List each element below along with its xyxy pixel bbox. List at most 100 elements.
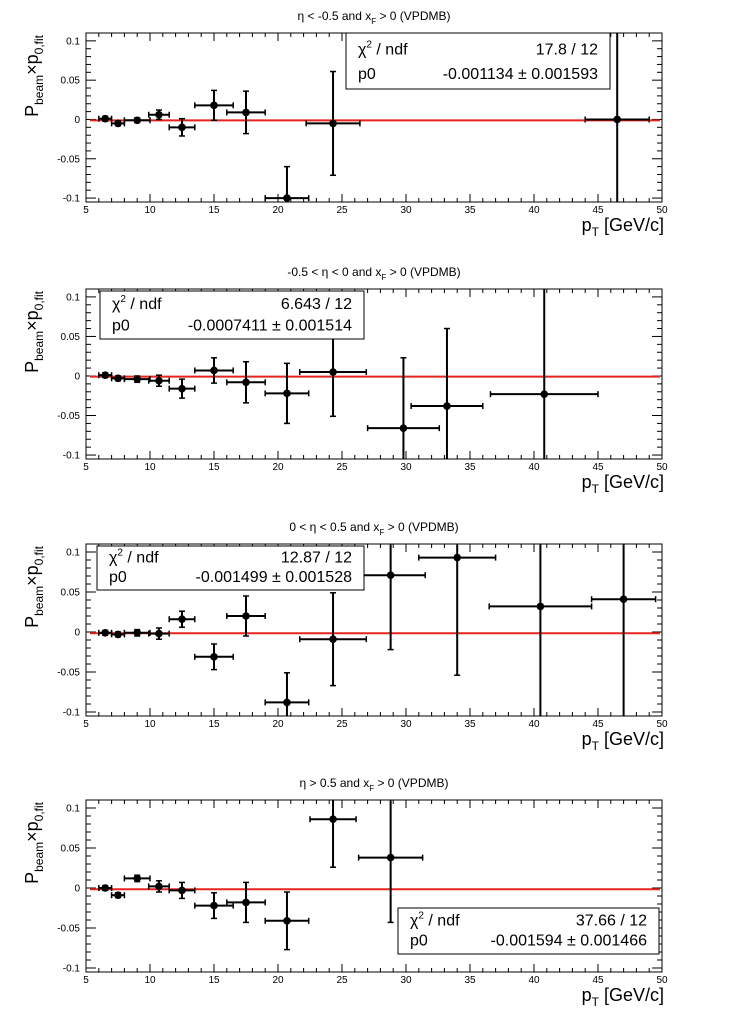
y-axis-label: Pbeam×p0,fit: [22, 290, 46, 373]
data-marker: [178, 123, 186, 132]
x-axis-label: pT [GeV/c]: [582, 729, 664, 753]
stats-chi2-label: χ2 / ndf: [112, 294, 162, 313]
x-tick-label: 5: [83, 975, 89, 986]
y-tick-label: 0.1: [66, 36, 80, 47]
stats-chi2-value: 12.87 / 12: [281, 550, 352, 567]
data-point-11: [418, 544, 497, 676]
x-tick-label: 45: [592, 975, 604, 986]
x-tick-label: 10: [144, 719, 156, 730]
x-tick-label: 30: [400, 205, 412, 216]
data-marker: [283, 698, 291, 707]
stats-chi2-label: χ2 / ndf: [358, 39, 408, 58]
y-tick-label: -0.05: [57, 668, 80, 679]
x-tick-label: 15: [208, 975, 220, 986]
stats-chi2-value: 17.8 / 12: [536, 41, 598, 58]
stats-box: χ2 / ndf 37.66 / 12 p0 -0.001594 ± 0.001466: [397, 907, 660, 955]
x-tick-label: 10: [144, 975, 156, 986]
data-point-8: [264, 672, 310, 716]
data-marker: [443, 402, 451, 410]
data-marker: [133, 629, 141, 637]
data-marker: [242, 898, 250, 907]
data-point-7: [226, 595, 266, 637]
x-tick-label: 40: [528, 719, 540, 730]
data-point-12: [488, 544, 593, 716]
data-point-12: [489, 289, 599, 459]
x-tick-label: 15: [208, 719, 220, 730]
y-tick-label: 0: [74, 628, 80, 639]
y-tick-label: 0: [74, 115, 80, 126]
x-axis-label: pT [GeV/c]: [582, 215, 664, 239]
data-point-2: [110, 630, 126, 639]
stats-p0-label: p0: [109, 569, 127, 586]
data-marker: [155, 376, 163, 385]
y-tick-label: 0.05: [61, 332, 81, 343]
data-marker: [155, 110, 163, 119]
data-point-3: [123, 874, 151, 883]
y-tick-label: -0.1: [63, 708, 81, 719]
data-point-6: [194, 892, 234, 920]
stats-p0-value: -0.001134 ± 0.001593: [443, 66, 598, 83]
data-marker: [386, 853, 395, 862]
x-tick-label: 35: [464, 975, 476, 986]
y-tick-label: 0.1: [66, 292, 80, 303]
x-tick-label: 20: [272, 975, 284, 986]
data-point-8: [264, 362, 310, 425]
data-marker: [242, 108, 250, 117]
data-point-6: [194, 89, 234, 122]
x-tick-label: 50: [656, 205, 668, 216]
data-point-10: [584, 33, 650, 202]
data-point-2: [110, 891, 126, 899]
stats-p0-value: -0.001594 ± 0.001466: [491, 933, 648, 950]
data-marker: [114, 891, 122, 899]
data-marker: [178, 886, 186, 895]
data-point-3: [123, 116, 151, 125]
data-point-9: [299, 326, 368, 418]
x-tick-label: 10: [144, 205, 156, 216]
data-point-1: [98, 884, 113, 892]
x-tick-label: 25: [336, 975, 348, 986]
y-tick-label: 0.05: [61, 76, 81, 87]
data-marker: [329, 119, 337, 128]
x-tick-label: 20: [272, 462, 284, 473]
data-marker: [283, 389, 291, 398]
data-point-2: [110, 119, 126, 128]
stats-box-frame: [99, 290, 365, 340]
data-point-13: [590, 544, 657, 716]
data-marker: [101, 884, 109, 892]
data-marker: [453, 553, 462, 562]
x-tick-label: 5: [83, 719, 89, 730]
x-tick-label: 35: [464, 462, 476, 473]
y-tick-label: -0.05: [57, 924, 80, 935]
data-marker: [210, 653, 218, 661]
x-tick-label: 40: [528, 462, 540, 473]
y-tick-label: 0: [74, 884, 80, 895]
data-point-6: [194, 357, 234, 384]
data-marker: [101, 114, 109, 123]
y-axis-label: Pbeam×p0,fit: [22, 34, 46, 117]
data-marker: [114, 630, 122, 639]
data-point-11: [410, 327, 484, 459]
data-marker: [329, 815, 337, 823]
data-marker: [386, 571, 395, 579]
x-tick-label: 15: [208, 205, 220, 216]
data-point-4: [147, 374, 170, 388]
chart-title: η > 0.5 and xF > 0 (VPDMB): [300, 776, 449, 793]
x-tick-label: 50: [656, 975, 668, 986]
data-point-9: [299, 592, 368, 687]
stats-box: χ2 / ndf 6.643 / 12 p0 -0.0007411 ± 0.00151…: [99, 290, 365, 340]
data-point-5: [168, 378, 196, 399]
data-marker: [329, 635, 337, 643]
data-point-6: [194, 643, 234, 671]
data-marker: [399, 424, 408, 432]
x-tick-label: 5: [83, 462, 89, 473]
data-marker: [133, 116, 141, 125]
data-point-1: [98, 114, 113, 123]
data-marker: [101, 371, 109, 379]
data-point-7: [226, 90, 266, 135]
chart-panel-3: 0 < η < 0.5 and xF > 0 (VPDMB) 5 10 15 20 25 3…: [22, 520, 668, 753]
chart-title: 0 < η < 0.5 and xF > 0 (VPDMB): [289, 520, 458, 537]
x-tick-label: 50: [656, 719, 668, 730]
x-axis-label: pT [GeV/c]: [582, 985, 664, 1009]
data-marker: [133, 874, 141, 883]
